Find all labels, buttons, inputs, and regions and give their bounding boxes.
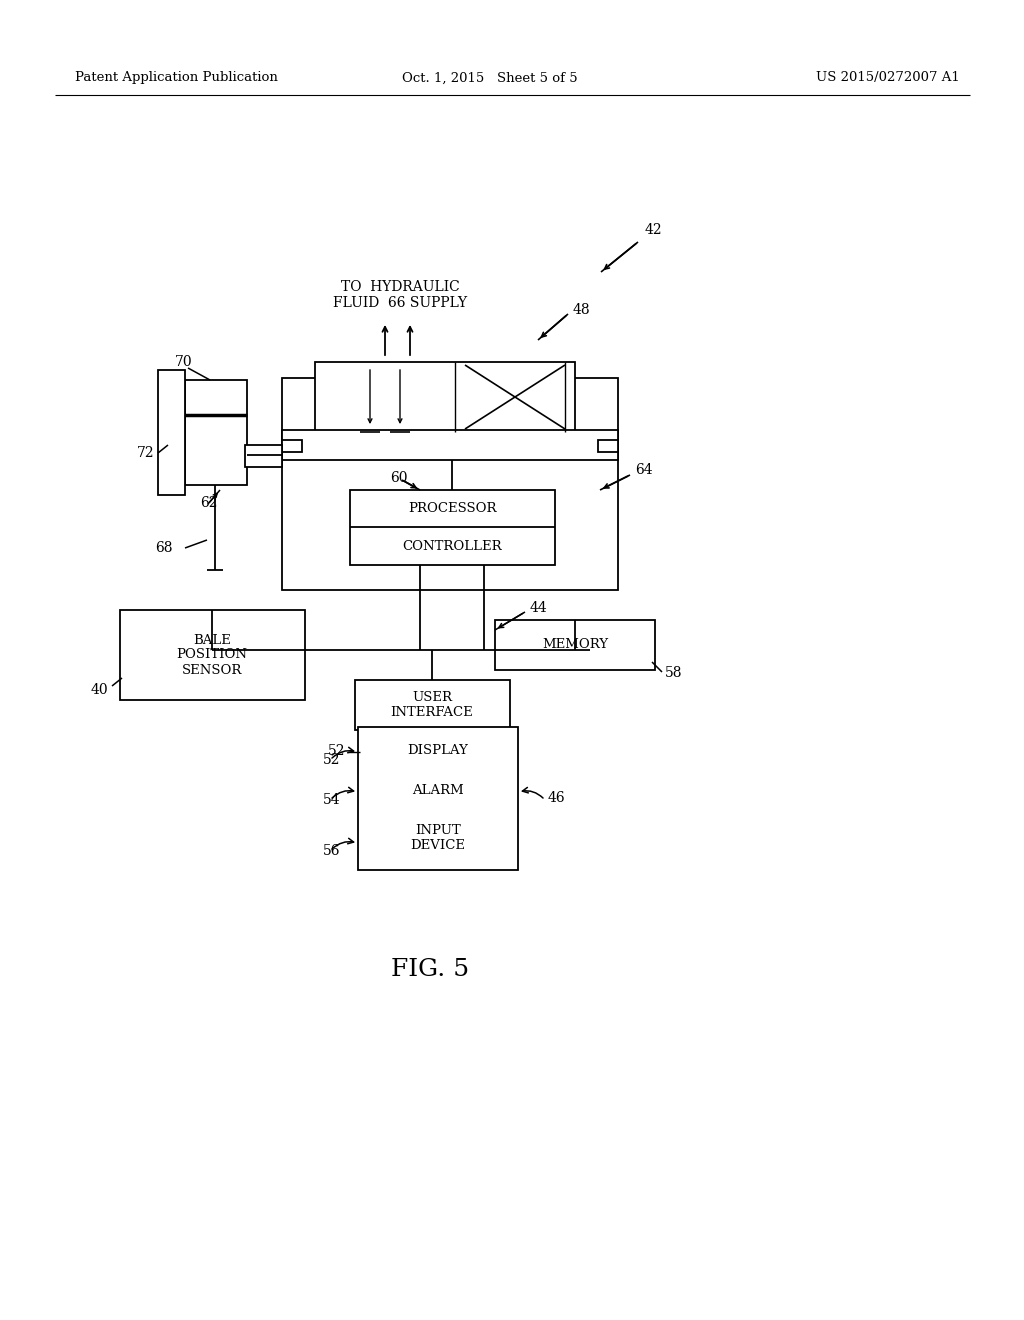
Text: PROCESSOR: PROCESSOR	[408, 502, 497, 515]
Bar	[282, 378, 618, 590]
Text: 42: 42	[645, 223, 663, 238]
Text: USER
INTERFACE: USER INTERFACE	[390, 690, 473, 719]
Bar	[495, 620, 655, 671]
Bar	[355, 680, 510, 730]
Text: INPUT
DEVICE: INPUT DEVICE	[411, 824, 466, 851]
Bar	[368, 735, 508, 768]
Text: 44: 44	[530, 601, 548, 615]
Text: 40: 40	[90, 682, 108, 697]
Text: 68: 68	[155, 541, 172, 554]
Text: 70: 70	[175, 355, 193, 370]
Bar	[282, 440, 302, 451]
Bar	[120, 610, 305, 700]
Text: MEMORY: MEMORY	[542, 639, 608, 652]
Text: 72: 72	[137, 446, 155, 459]
Text: US 2015/0272007 A1: US 2015/0272007 A1	[816, 71, 961, 84]
Bar	[185, 380, 247, 484]
Text: 52: 52	[328, 744, 345, 758]
Text: ALARM: ALARM	[412, 784, 464, 797]
Text: 62: 62	[200, 496, 217, 510]
Text: CONTROLLER: CONTROLLER	[402, 540, 502, 553]
Text: 48: 48	[573, 304, 591, 317]
Bar	[598, 440, 618, 451]
Text: BALE
POSITION
SENSOR: BALE POSITION SENSOR	[176, 634, 248, 676]
Bar	[358, 727, 518, 870]
Text: DISPLAY: DISPLAY	[408, 744, 468, 758]
Text: 64: 64	[635, 463, 652, 477]
Text: Oct. 1, 2015   Sheet 5 of 5: Oct. 1, 2015 Sheet 5 of 5	[402, 71, 578, 84]
Text: FIG. 5: FIG. 5	[391, 958, 469, 982]
Text: 54: 54	[323, 793, 340, 807]
Text: TO  HYDRAULIC
FLUID  66 SUPPLY: TO HYDRAULIC FLUID 66 SUPPLY	[333, 280, 467, 310]
Text: 46: 46	[548, 791, 565, 805]
Bar	[315, 362, 575, 432]
Bar	[158, 370, 185, 495]
Bar	[368, 814, 508, 862]
Text: Patent Application Publication: Patent Application Publication	[75, 71, 278, 84]
Text: 60: 60	[390, 471, 408, 484]
Bar	[350, 490, 555, 565]
Bar	[245, 445, 282, 467]
Bar	[368, 775, 508, 808]
Text: 58: 58	[665, 667, 683, 680]
Text: 56: 56	[323, 843, 340, 858]
Bar	[282, 430, 618, 459]
Text: 52: 52	[323, 752, 340, 767]
